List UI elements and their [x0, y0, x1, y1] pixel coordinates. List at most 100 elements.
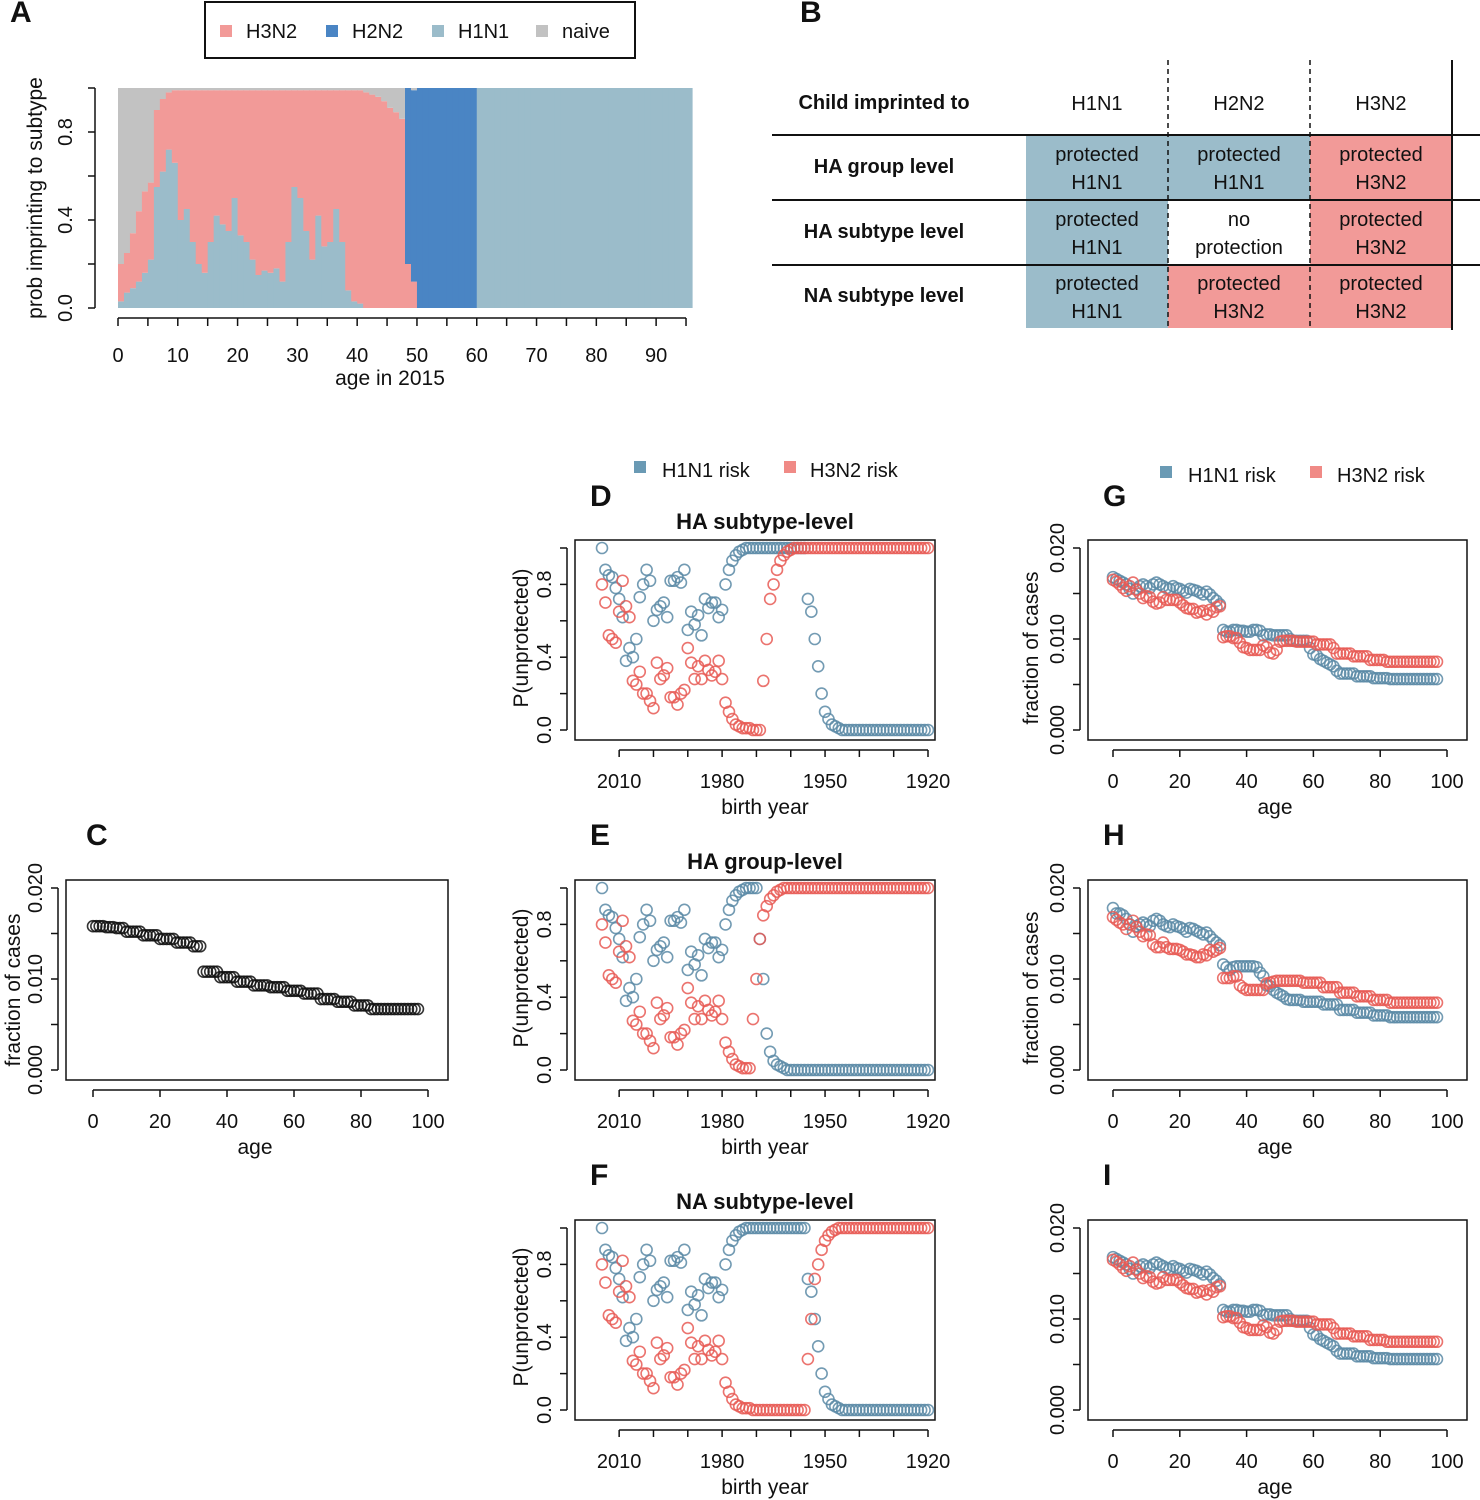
- plot-frame: [574, 1219, 936, 1421]
- bar-segment-naive: [237, 88, 245, 91]
- bar-segment-naive: [387, 88, 394, 108]
- bar-segment-h1n1: [225, 231, 233, 308]
- x-tick-label: 100: [1430, 1111, 1463, 1133]
- bar-segment-h1n1: [668, 88, 675, 308]
- data-point-h3n2: [798, 1403, 811, 1417]
- data-point-h3n2: [1350, 989, 1364, 1003]
- data-point-h1n1: [674, 916, 688, 929]
- x-tick-label: 100: [1430, 1451, 1463, 1473]
- data-point-h3n2: [1390, 655, 1404, 669]
- plot-d: 0.0 0.4 0.8 2010 1980 1950 1920: [534, 539, 950, 793]
- data-point-h3n2: [1193, 950, 1207, 964]
- x-tick-label: 1950: [803, 771, 848, 793]
- bar-segment-h3n2: [171, 90, 179, 163]
- data-point: [247, 979, 261, 992]
- data-point-h3n2: [1300, 976, 1314, 989]
- bar-segment-h1n1: [123, 292, 131, 308]
- bar-segment-naive: [118, 88, 125, 264]
- y-tick-label: 0.010: [1047, 954, 1069, 1004]
- data-point-h1n1: [1403, 672, 1417, 686]
- xlabel-c: age: [237, 1136, 272, 1159]
- bar-segment-h3n2: [363, 92, 370, 309]
- data-point: [136, 929, 150, 942]
- bar-segment-h3n2: [219, 90, 227, 225]
- data-point-h1n1: [1417, 1352, 1430, 1366]
- bar-segment-h3n2: [231, 90, 239, 198]
- bar-segment-h3n2: [303, 90, 310, 231]
- bar-segment-h1n1: [237, 235, 245, 308]
- data-point-h3n2: [647, 701, 660, 715]
- data-point-h3n2: [619, 939, 633, 953]
- data-point-h3n2: [616, 1254, 629, 1268]
- data-point-h1n1: [805, 605, 818, 619]
- x-tick-label: 10: [167, 345, 189, 367]
- data-point-h1n1: [818, 1385, 832, 1399]
- data-point-h3n2: [1353, 989, 1367, 1003]
- bar-segment-naive: [267, 88, 275, 91]
- bar-segment-naive: [177, 88, 185, 91]
- bar-segment-h2n2: [410, 90, 418, 282]
- data-point-h1n1: [1226, 1303, 1240, 1317]
- data-point-h3n2: [1277, 1314, 1290, 1328]
- table-cell: protected: [1339, 144, 1422, 166]
- data-point-h3n2: [602, 969, 616, 982]
- data-point: [371, 1002, 385, 1016]
- panel-letter-f: F: [590, 1159, 608, 1192]
- data-point-h3n2: [1383, 1335, 1397, 1349]
- data-point-h3n2: [616, 914, 629, 928]
- data-point-h1n1: [914, 723, 928, 737]
- bar-segment-h1n1: [644, 88, 651, 308]
- data-point-h1n1: [667, 1254, 681, 1268]
- data-point-h1n1: [595, 1221, 609, 1235]
- bar-segment-h3n2: [381, 101, 388, 308]
- bar-segment-h3n2: [177, 90, 185, 220]
- data-point-h1n1: [633, 930, 647, 944]
- data-point-h3n2: [722, 1045, 736, 1059]
- data-point-h3n2: [1270, 1323, 1283, 1337]
- bar-segment-h1n1: [590, 88, 597, 308]
- data-point-h3n2: [688, 1012, 701, 1026]
- data-point-h3n2: [1390, 1335, 1404, 1349]
- bar-segment-naive: [255, 88, 263, 91]
- data-point-h1n1: [801, 1272, 815, 1286]
- data-point-h1n1: [1383, 1352, 1397, 1366]
- data-point: [193, 939, 207, 953]
- data-point: [234, 975, 247, 989]
- data-point-h1n1: [1176, 922, 1190, 936]
- table-cell: H1N1: [1071, 172, 1122, 194]
- plot-frame: [1087, 539, 1468, 741]
- data-point-h3n2: [602, 1309, 616, 1322]
- data-point: [331, 995, 344, 1009]
- bar-segment-naive: [315, 88, 322, 91]
- data-point-h1n1: [719, 578, 732, 591]
- bar-segment-h1n1: [231, 198, 239, 308]
- data-point-h1n1: [1377, 1351, 1390, 1365]
- bar-segment-h1n1: [273, 268, 281, 308]
- data-point-h1n1: [1407, 672, 1420, 686]
- data-point: [314, 992, 328, 1006]
- data-point-h3n2: [1323, 638, 1337, 651]
- data-point-h1n1: [719, 918, 732, 931]
- data-point-h1n1: [1337, 667, 1350, 680]
- data-point-h3n2: [595, 1258, 609, 1271]
- data-point-h3n2: [1387, 1335, 1400, 1349]
- table-cell: protected: [1339, 209, 1422, 231]
- bar-segment-h1n1: [632, 88, 639, 308]
- data-point-h1n1: [1317, 998, 1330, 1011]
- data-point-h3n2: [1420, 996, 1434, 1009]
- data-point: [334, 995, 348, 1009]
- data-point-h1n1: [921, 723, 935, 737]
- data-point: [173, 936, 187, 949]
- data-point-h3n2: [763, 592, 777, 606]
- y-tick-label: 0.000: [1047, 705, 1069, 755]
- data-point-h1n1: [654, 1279, 667, 1293]
- data-point-h3n2: [654, 1012, 667, 1026]
- data-point: [381, 1002, 395, 1016]
- data-point: [384, 1002, 398, 1016]
- data-point-h1n1: [1427, 1352, 1440, 1366]
- bar-segment-h1n1: [566, 88, 574, 308]
- table-cell: protection: [1195, 237, 1283, 259]
- bar-segment-h3n2: [255, 90, 263, 275]
- legend-label-naive: naive: [562, 21, 610, 43]
- data-point-h3n2: [1383, 655, 1397, 669]
